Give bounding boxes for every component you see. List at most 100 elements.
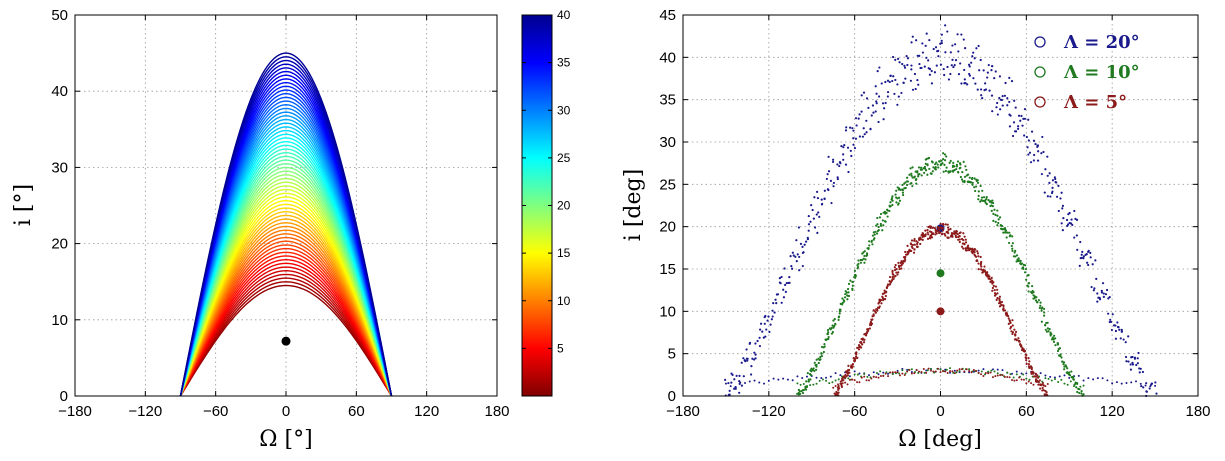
data-point xyxy=(911,166,914,169)
data-point xyxy=(1045,321,1048,325)
data-point xyxy=(862,91,866,94)
data-point xyxy=(949,227,952,231)
data-point xyxy=(889,281,892,284)
data-point xyxy=(953,372,956,375)
data-point xyxy=(1029,161,1033,164)
data-point xyxy=(1096,292,1099,295)
data-point xyxy=(991,286,994,290)
data-point xyxy=(1031,292,1034,295)
data-point xyxy=(1032,159,1036,162)
center-point xyxy=(936,307,945,316)
data-point xyxy=(742,375,745,378)
data-point xyxy=(933,227,937,230)
data-point xyxy=(929,368,932,371)
data-point xyxy=(847,282,851,286)
data-point xyxy=(1034,380,1037,383)
data-point xyxy=(945,368,948,371)
data-point xyxy=(807,214,810,218)
data-point xyxy=(898,61,901,64)
data-point xyxy=(850,154,853,158)
data-point xyxy=(984,82,987,85)
data-point xyxy=(963,370,966,373)
data-point xyxy=(1154,384,1157,387)
data-point xyxy=(977,267,980,271)
legend-marker-lambda-5 xyxy=(1034,96,1046,108)
data-point xyxy=(862,341,866,344)
data-point xyxy=(1021,347,1024,350)
data-point xyxy=(764,335,767,338)
data-point xyxy=(1078,391,1081,395)
data-point xyxy=(890,197,894,200)
data-point xyxy=(847,291,850,294)
data-point xyxy=(1020,262,1024,265)
data-point xyxy=(1040,320,1043,323)
data-point xyxy=(996,224,999,227)
data-point xyxy=(897,261,900,265)
data-point xyxy=(837,318,840,322)
data-point xyxy=(910,68,913,71)
data-point xyxy=(971,181,974,184)
data-point xyxy=(820,354,824,358)
data-point xyxy=(884,80,887,84)
data-point xyxy=(984,371,987,374)
data-point xyxy=(801,264,804,268)
data-point xyxy=(896,371,899,374)
data-point xyxy=(1095,277,1098,281)
colorbar-tick-label: 5 xyxy=(557,341,564,355)
x-tick-label: −120 xyxy=(752,403,786,420)
data-point xyxy=(867,106,870,109)
data-point xyxy=(964,238,967,241)
data-point xyxy=(977,255,980,258)
data-point xyxy=(812,217,815,220)
data-point xyxy=(864,258,867,261)
data-point xyxy=(853,370,856,373)
data-point xyxy=(1060,222,1063,225)
data-point xyxy=(842,146,845,149)
data-point xyxy=(885,286,889,289)
data-point xyxy=(764,314,767,318)
data-point xyxy=(1109,318,1112,321)
data-point xyxy=(1043,311,1046,314)
data-point xyxy=(1028,366,1031,370)
data-point xyxy=(983,199,986,203)
data-point xyxy=(1025,278,1028,281)
data-point xyxy=(818,379,821,382)
data-point xyxy=(910,172,913,175)
data-point xyxy=(906,370,909,373)
data-point xyxy=(1111,313,1114,316)
data-point xyxy=(972,51,975,54)
data-point xyxy=(1070,375,1073,379)
right-chart: −180 −120 −60 0 60 120 180 051015202530354045 … xyxy=(621,7,1211,452)
data-point xyxy=(932,370,935,373)
data-point xyxy=(739,381,742,384)
data-point xyxy=(848,368,851,372)
data-point xyxy=(810,367,813,370)
data-point xyxy=(1001,369,1004,372)
data-point xyxy=(883,297,887,301)
data-point xyxy=(1066,367,1069,370)
data-point xyxy=(860,110,863,113)
data-point xyxy=(830,327,833,330)
data-point xyxy=(910,372,913,375)
data-point xyxy=(812,367,815,370)
data-point xyxy=(888,80,891,84)
data-point xyxy=(980,196,984,199)
legend-entry-lambda-5: Λ = 5° xyxy=(1034,92,1127,113)
data-point xyxy=(937,227,940,231)
data-point xyxy=(880,302,883,305)
data-point xyxy=(968,368,971,371)
data-point xyxy=(882,298,885,302)
data-point xyxy=(959,175,962,179)
data-point xyxy=(823,197,826,201)
data-point xyxy=(891,373,894,376)
data-point xyxy=(870,114,873,117)
data-point xyxy=(888,283,892,286)
data-point xyxy=(998,216,1002,219)
data-point xyxy=(1076,383,1079,386)
data-point xyxy=(1066,223,1070,226)
data-point xyxy=(931,170,934,173)
data-point xyxy=(881,219,884,222)
data-point xyxy=(1028,378,1031,381)
data-point xyxy=(984,271,988,274)
data-point xyxy=(1011,332,1014,336)
